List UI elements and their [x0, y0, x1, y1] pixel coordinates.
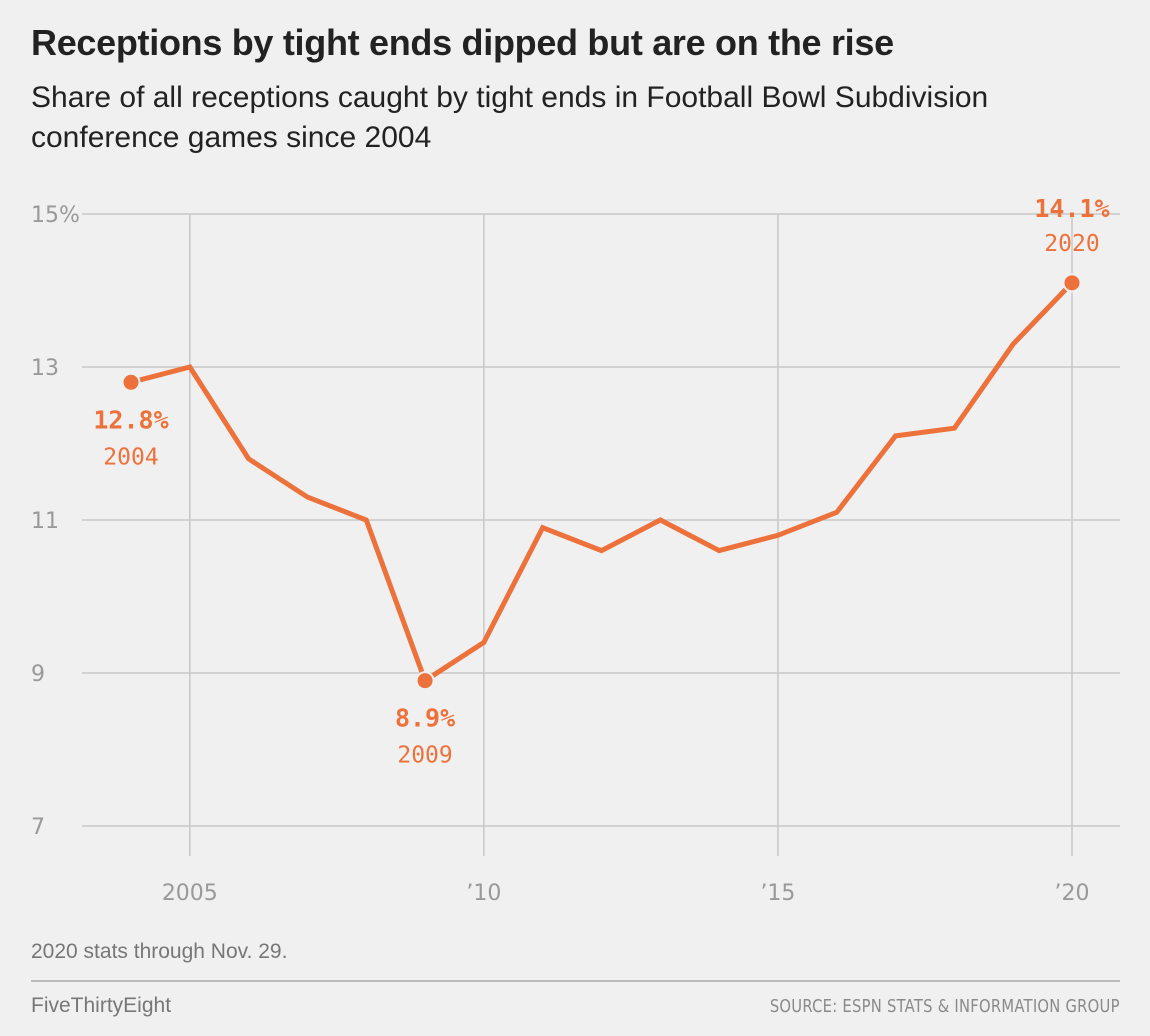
highlight-point — [1062, 273, 1082, 293]
x-tick-label: ’10 — [466, 881, 501, 906]
y-tick-label: 9 — [31, 662, 45, 687]
line-chart: 7 9 11 13 15% 2005 ’10 ’15 ’20 12.8% 2004 8.9% 200… — [31, 194, 1120, 906]
gridlines — [82, 213, 1120, 856]
series-line — [130, 281, 1074, 685]
annotation-value: 12.8% — [93, 405, 168, 434]
y-tick-label: 11 — [31, 509, 59, 534]
annotation-year: 2009 — [397, 743, 452, 769]
y-tick-label: 7 — [31, 815, 45, 840]
annotations: 12.8% 2004 8.9% 2009 14.1% 2020 — [93, 194, 1109, 769]
footnote: 2020 stats through Nov. 29. — [31, 940, 288, 963]
annotation-year: 2020 — [1044, 231, 1099, 257]
source-credit: SOURCE: ESPN STATS & INFORMATION GROUP — [770, 996, 1120, 1017]
series-layer — [130, 281, 1074, 685]
y-tick-label: 13 — [31, 356, 59, 381]
chart-title: Receptions by tight ends dipped but are … — [31, 22, 894, 63]
x-tick-label: ’15 — [760, 881, 795, 906]
x-axis-ticks: 2005 ’10 ’15 ’20 — [162, 881, 1090, 906]
annotation-year: 2004 — [103, 444, 158, 470]
y-tick-label: 15% — [31, 203, 80, 228]
highlight-point — [121, 372, 141, 392]
x-tick-label: ’20 — [1055, 881, 1090, 906]
annotation-value: 8.9% — [395, 704, 455, 733]
brand-logo: FiveThirtyEight — [31, 994, 172, 1017]
highlight-point — [415, 671, 435, 691]
footer-divider — [31, 980, 1120, 982]
y-axis-ticks: 7 9 11 13 15% — [31, 203, 80, 840]
chart-subtitle: Share of all receptions caught by tight … — [31, 81, 989, 154]
x-tick-label: 2005 — [162, 881, 218, 906]
annotation-value: 14.1% — [1034, 194, 1109, 223]
